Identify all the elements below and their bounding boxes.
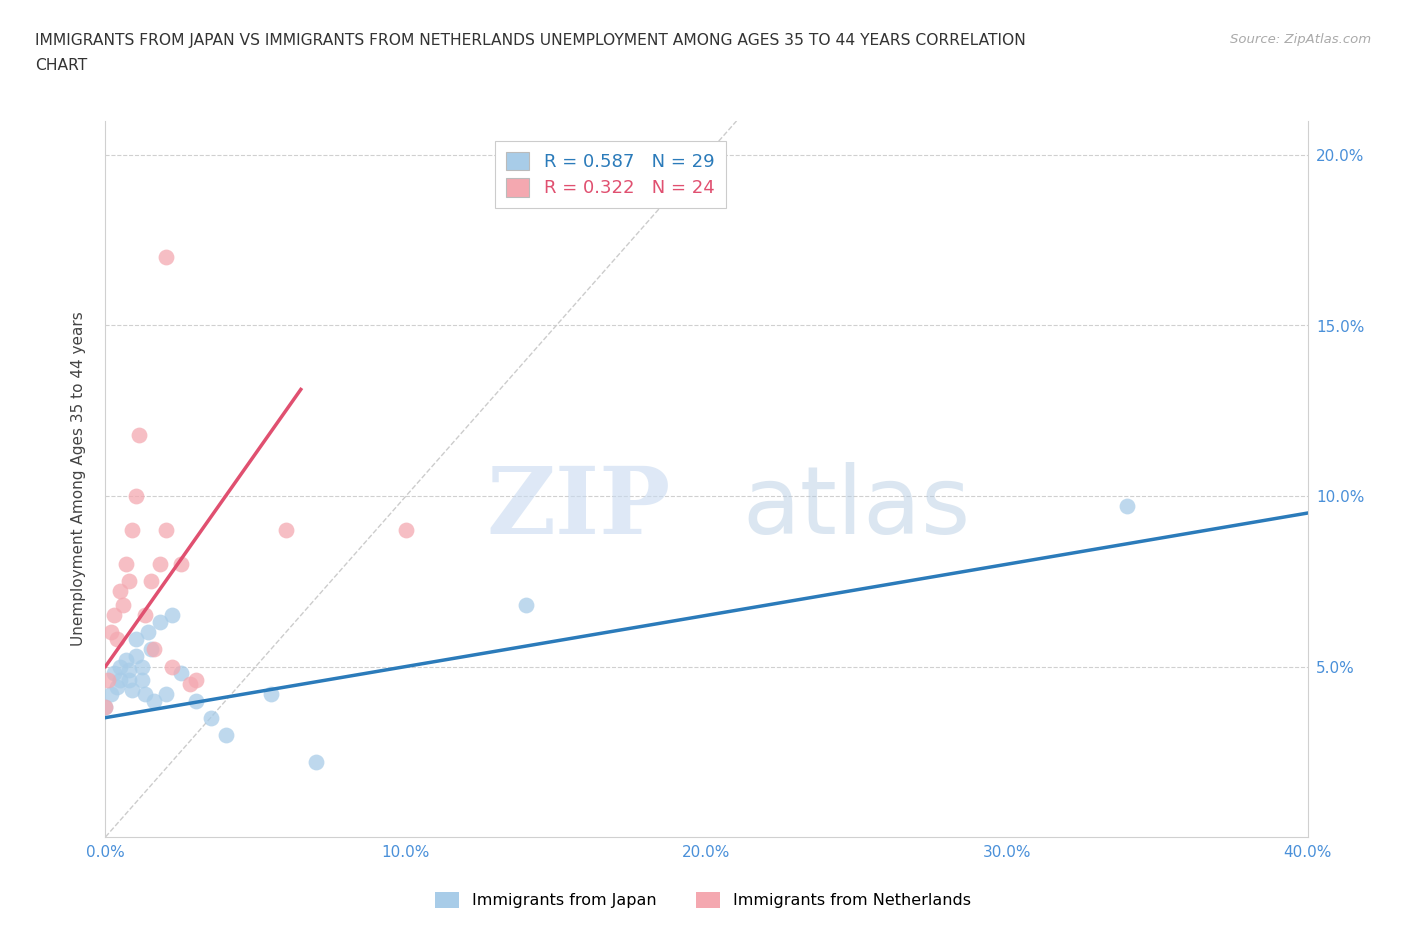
Point	[131, 659, 153, 674]
Point	[118, 662, 141, 677]
Point	[100, 686, 122, 701]
Point	[260, 686, 283, 701]
Text: Source: ZipAtlas.com: Source: ZipAtlas.com	[1230, 33, 1371, 46]
Legend: Immigrants from Japan, Immigrants from Netherlands: Immigrants from Japan, Immigrants from N…	[429, 885, 977, 914]
Point	[115, 652, 138, 667]
Point	[515, 598, 537, 613]
Point	[169, 557, 191, 572]
Point	[131, 672, 153, 687]
Point	[118, 672, 141, 687]
Point	[274, 523, 297, 538]
Point	[100, 625, 122, 640]
Point	[94, 700, 117, 715]
Y-axis label: Unemployment Among Ages 35 to 44 years: Unemployment Among Ages 35 to 44 years	[72, 312, 86, 646]
Point	[139, 574, 162, 589]
Point	[110, 672, 132, 687]
Point	[110, 584, 132, 599]
Point	[118, 574, 141, 589]
Point	[136, 625, 159, 640]
Point	[184, 693, 207, 708]
Point	[107, 680, 129, 695]
Point	[112, 598, 135, 613]
Point	[155, 686, 177, 701]
Point	[124, 631, 146, 646]
Text: CHART: CHART	[35, 58, 87, 73]
Point	[169, 666, 191, 681]
Point	[148, 615, 170, 630]
Point	[124, 649, 146, 664]
Point	[103, 666, 125, 681]
Text: IMMIGRANTS FROM JAPAN VS IMMIGRANTS FROM NETHERLANDS UNEMPLOYMENT AMONG AGES 35 : IMMIGRANTS FROM JAPAN VS IMMIGRANTS FROM…	[35, 33, 1026, 47]
Point	[184, 672, 207, 687]
Point	[179, 676, 201, 691]
Point	[115, 557, 138, 572]
Text: ZIP: ZIP	[486, 462, 671, 552]
Point	[107, 631, 129, 646]
Point	[214, 727, 236, 742]
Point	[155, 523, 177, 538]
Point	[160, 608, 183, 623]
Point	[121, 683, 143, 698]
Text: atlas: atlas	[742, 461, 970, 553]
Point	[139, 642, 162, 657]
Point	[1116, 498, 1139, 513]
Point	[124, 488, 146, 503]
Point	[155, 250, 177, 265]
Point	[148, 557, 170, 572]
Point	[94, 700, 117, 715]
Legend: R = 0.587   N = 29, R = 0.322   N = 24: R = 0.587 N = 29, R = 0.322 N = 24	[495, 140, 725, 208]
Point	[103, 608, 125, 623]
Point	[121, 523, 143, 538]
Point	[160, 659, 183, 674]
Point	[110, 659, 132, 674]
Point	[305, 754, 328, 769]
Point	[134, 608, 156, 623]
Point	[142, 693, 165, 708]
Point	[200, 711, 222, 725]
Point	[97, 672, 120, 687]
Point	[395, 523, 418, 538]
Point	[128, 427, 150, 442]
Point	[142, 642, 165, 657]
Point	[134, 686, 156, 701]
